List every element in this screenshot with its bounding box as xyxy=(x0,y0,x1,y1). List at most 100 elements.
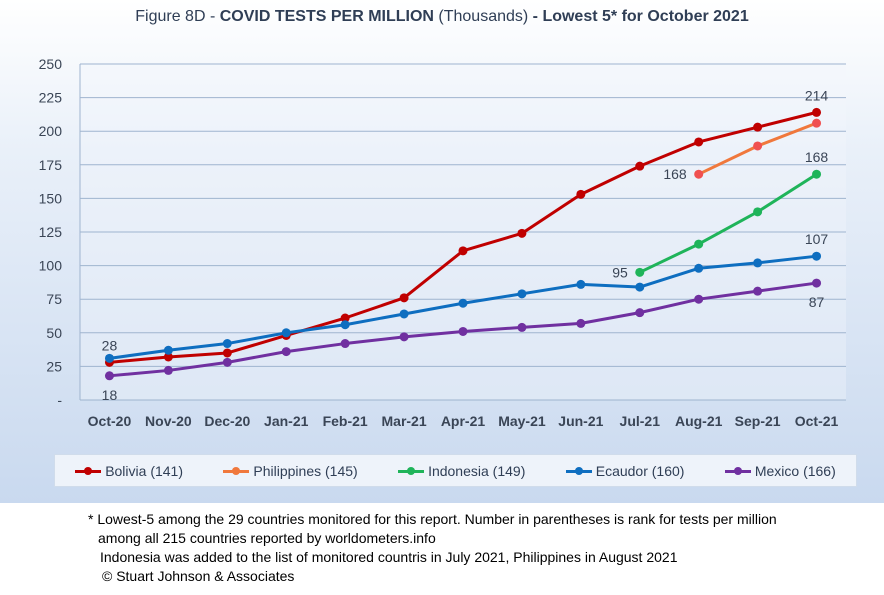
series-point xyxy=(635,282,645,292)
x-tick-label: Nov-20 xyxy=(145,413,192,429)
legend-label: Mexico (166) xyxy=(754,462,836,479)
series-point xyxy=(163,352,173,362)
legend-label: Bolivia (141) xyxy=(105,462,184,479)
legend-item: Indonesia (149) xyxy=(398,463,525,479)
title-unit: (Thousands) xyxy=(433,8,529,25)
line-chart: - 25 50 75 100 125 150 175 200 225 250 Oct-20 Nov-20… xyxy=(39,56,846,429)
series-point xyxy=(753,258,763,268)
series-line xyxy=(638,172,819,274)
series-point xyxy=(458,246,468,256)
series-point xyxy=(753,122,763,132)
series-point xyxy=(753,286,763,296)
chart-panel xyxy=(0,0,884,503)
series-point xyxy=(576,189,586,199)
series-point xyxy=(576,318,586,328)
series-point xyxy=(812,278,822,288)
series-point xyxy=(694,294,704,304)
series-point xyxy=(517,289,527,299)
series-point xyxy=(340,339,350,349)
series-point xyxy=(694,169,704,179)
series-point xyxy=(812,251,822,261)
x-tick-label: Apr-21 xyxy=(441,413,486,429)
x-tick-label: Feb-21 xyxy=(323,413,368,429)
legend-item: Mexico (166) xyxy=(724,462,836,479)
series-point xyxy=(222,348,232,358)
chart-title: Figure 8D - COVID TESTS PER MILLION (Tho… xyxy=(0,8,884,26)
data-label: 18 xyxy=(102,387,118,403)
series-point xyxy=(104,371,114,381)
legend-label: Indonesia (149) xyxy=(428,462,526,479)
data-label: 214 xyxy=(805,87,829,103)
legend-swatch xyxy=(565,466,592,476)
chart-legend: Bolivia (141) Philippines (145) Indonesia … xyxy=(54,454,857,487)
series-point xyxy=(694,239,704,249)
footnote-3: Indonesia was added to the list of monit… xyxy=(100,549,678,565)
series-point xyxy=(222,357,232,367)
y-tick-label: 225 xyxy=(39,90,63,106)
legend-item: Bolivia (141) xyxy=(75,463,183,479)
series-point xyxy=(222,339,232,349)
y-tick-label: 100 xyxy=(39,258,63,274)
y-tick-label: 150 xyxy=(39,190,63,206)
series-point xyxy=(694,263,704,273)
footnote-2: among all 215 countries reported by worl… xyxy=(98,530,436,546)
series-point xyxy=(635,267,645,277)
series-point xyxy=(281,347,291,357)
series-point xyxy=(399,293,409,303)
series-point xyxy=(576,279,586,289)
series-point xyxy=(753,141,763,151)
x-tick-label: Oct-21 xyxy=(795,413,839,429)
title-prefix: Figure 8D - xyxy=(135,8,220,25)
x-tick-label: Aug-21 xyxy=(675,413,723,429)
data-label: 95 xyxy=(612,264,628,280)
x-tick-label: Dec-20 xyxy=(204,413,250,429)
series-point xyxy=(753,207,763,217)
legend-item: Philippines (145) xyxy=(223,462,358,479)
series-point xyxy=(399,309,409,319)
x-tick-label: Sep-21 xyxy=(735,413,781,429)
series-point xyxy=(812,118,822,128)
y-tick-label: 175 xyxy=(39,157,63,173)
footnotes: * Lowest-5 among the 29 countries monito… xyxy=(88,510,878,586)
legend-swatch xyxy=(223,466,250,476)
x-tick-label: Jun-21 xyxy=(558,413,603,429)
series-point xyxy=(104,353,114,363)
x-tick-label: Mar-21 xyxy=(382,413,427,429)
x-tick-label: Jan-21 xyxy=(264,413,309,429)
title-main: COVID TESTS PER MILLION xyxy=(219,8,434,25)
y-tick-label: 25 xyxy=(46,358,62,374)
x-tick-label: Jul-21 xyxy=(620,413,661,429)
legend-swatch xyxy=(75,466,102,476)
series-point xyxy=(635,308,645,318)
series-point xyxy=(812,169,822,179)
series-point xyxy=(458,326,468,336)
footnote-4: © Stuart Johnson & Associates xyxy=(102,568,295,584)
y-tick-label: - xyxy=(57,392,62,408)
data-label: 168 xyxy=(805,149,829,165)
data-label: 107 xyxy=(805,231,829,247)
legend-swatch xyxy=(724,466,751,476)
x-tick-label: Oct-20 xyxy=(88,413,132,429)
y-tick-label: 250 xyxy=(39,56,63,72)
series-point xyxy=(281,328,291,338)
y-tick-label: 200 xyxy=(39,123,63,139)
footnote-1: * Lowest-5 among the 29 countries monito… xyxy=(88,511,777,527)
series-point xyxy=(812,107,822,117)
legend-swatch xyxy=(398,466,425,476)
series-point xyxy=(635,161,645,171)
data-label: 28 xyxy=(102,337,118,353)
x-tick-label: May-21 xyxy=(498,413,546,429)
y-tick-label: 75 xyxy=(46,291,62,307)
legend-label: Ecaudor (160) xyxy=(595,462,685,479)
legend-label: Philippines (145) xyxy=(253,462,358,479)
series-point xyxy=(340,320,350,330)
y-tick-label: 50 xyxy=(46,325,62,341)
legend-item: Ecaudor (160) xyxy=(565,462,685,479)
y-tick-label: 125 xyxy=(39,224,63,240)
series-point xyxy=(517,322,527,332)
title-suffix: - Lowest 5* for October 2021 xyxy=(528,8,749,25)
data-label: 87 xyxy=(809,294,825,310)
series-point xyxy=(458,298,468,308)
series-point xyxy=(399,332,409,342)
series-point xyxy=(163,365,173,375)
